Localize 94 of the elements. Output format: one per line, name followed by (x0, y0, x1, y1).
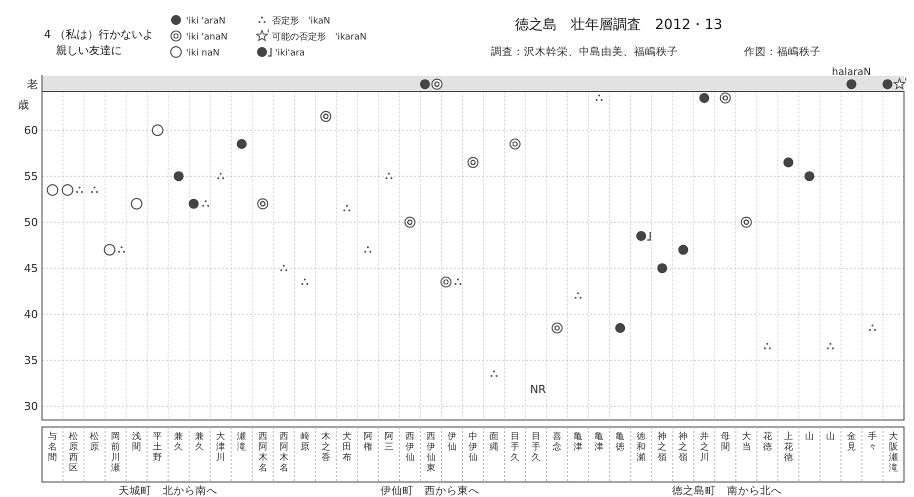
x-tick-label: 大津川 (216, 431, 226, 463)
x-tick-label: 神之嶺 (678, 431, 688, 463)
point (678, 244, 688, 255)
point (720, 92, 731, 104)
legend-label: 否定形 'ikaN (272, 16, 330, 26)
x-tick-label: 岡前川瀬 (111, 432, 120, 474)
y-tick-label: 35 (24, 354, 38, 368)
text: 調査：沢木幹栄、中島由美、福嶋秩子 (491, 45, 678, 58)
x-tick-label: 井之川 (700, 431, 709, 463)
point (699, 93, 710, 103)
point (343, 204, 350, 212)
point (615, 323, 626, 333)
x-tick-label: 山 (826, 431, 835, 442)
legend-label: 'iki 'araN (186, 16, 226, 26)
legend-label: 'iki 'anaN (186, 32, 228, 42)
point (91, 186, 98, 193)
x-tick-label: 面縄 (488, 432, 499, 452)
x-tick-label: 平土野 (153, 432, 162, 463)
x-tick-label: 木之香 (321, 431, 330, 463)
x-tick-label: 亀津 (594, 431, 604, 452)
x-tick-label: 兼久 (195, 431, 204, 452)
annotation: NR (530, 383, 546, 396)
legend-label: 可能の否定形 'ikaraN (272, 32, 366, 42)
x-tick-label: 母間 (720, 431, 730, 452)
x-tick-label: 西阿木名 (258, 432, 268, 474)
x-tick-label: 松原 (90, 431, 100, 452)
x-tick-label: 大阪瀬滝 (888, 431, 898, 474)
text: 天城町 北から南へ (118, 484, 218, 497)
x-tick-label: 花徳 (762, 431, 772, 452)
point (868, 324, 876, 331)
x-tick-label: 与名間 (48, 431, 58, 463)
point (320, 110, 332, 122)
x-tick-label: 兼久 (174, 431, 184, 452)
x-tick-label: 神之嶺 (658, 431, 667, 463)
point (740, 216, 752, 228)
x-tick-label: 手々 (868, 431, 877, 452)
x-tick-label: 阿権 (363, 432, 372, 452)
point (657, 263, 668, 274)
y-tick-label: 老 (27, 78, 38, 92)
point (783, 157, 794, 168)
x-tick-label: 伊仙 (447, 431, 456, 452)
legend-label: 'iki'ara (275, 48, 305, 58)
point (257, 198, 268, 210)
y-tick-label: 60 (24, 124, 38, 138)
point (130, 198, 142, 210)
point (596, 94, 603, 101)
point (636, 231, 646, 241)
annotation: halaraN (832, 67, 871, 78)
point (404, 216, 416, 228)
text: 伊仙町 西から東へ (380, 484, 480, 497)
point (552, 322, 563, 334)
x-tick-label: 阿三 (384, 432, 394, 452)
point (804, 171, 814, 182)
text: 徳之島町 南から北へ (672, 484, 782, 497)
point (846, 79, 856, 90)
y-tick-label: 30 (24, 400, 38, 414)
point (236, 139, 247, 149)
x-tick-label: 目手久 (510, 432, 520, 463)
legend-label: 'iki naN (186, 48, 220, 58)
x-tick-label: 上花徳 (784, 431, 793, 463)
x-tick-label: 亀津 (574, 431, 583, 452)
y-tick-label: 45 (24, 262, 38, 276)
x-tick-label: 浅間 (132, 431, 142, 452)
x-tick-label: 山 (804, 431, 814, 442)
x-tick-label: 西阿木名 (279, 432, 288, 474)
chart-subtitle: 4 （私は）行かないよ親しい友達に (44, 28, 154, 57)
x-tick-label: 松原西区 (69, 431, 78, 474)
x-tick-label: 亀徳 (616, 431, 625, 452)
y-tick-label: 55 (24, 170, 38, 184)
point (467, 156, 479, 168)
x-tick-label: 大当 (742, 431, 751, 452)
y-tick-label: 50 (24, 216, 38, 230)
y-tick-label: 40 (24, 308, 38, 322)
x-tick-label: 中伊仙 (468, 431, 478, 463)
x-tick-label: 金見 (846, 431, 856, 452)
point (152, 124, 164, 136)
point (46, 184, 58, 196)
chart-title: 徳之島 壮年層調査 2012・13 (515, 17, 722, 33)
point (490, 370, 498, 377)
x-tick-label: 目手久 (532, 432, 541, 463)
x-tick-label: 徳和瀬 (636, 431, 646, 463)
point (174, 171, 184, 182)
x-tick-label: 西伊仙 (405, 432, 414, 463)
point (764, 342, 771, 350)
point (826, 342, 834, 350)
x-tick-label: 崎原 (300, 431, 310, 452)
y-axis-title: 歳 (18, 98, 29, 112)
x-tick-label: 西伊仙東 (426, 432, 436, 474)
x-tick-label: 瀬滝 (237, 431, 246, 452)
point (301, 278, 308, 285)
text: 作図：福嶋秩子 (743, 45, 821, 58)
x-tick-label: 喜念 (552, 431, 562, 452)
x-tick-label: 犬田布 (342, 431, 352, 463)
point (510, 138, 521, 150)
